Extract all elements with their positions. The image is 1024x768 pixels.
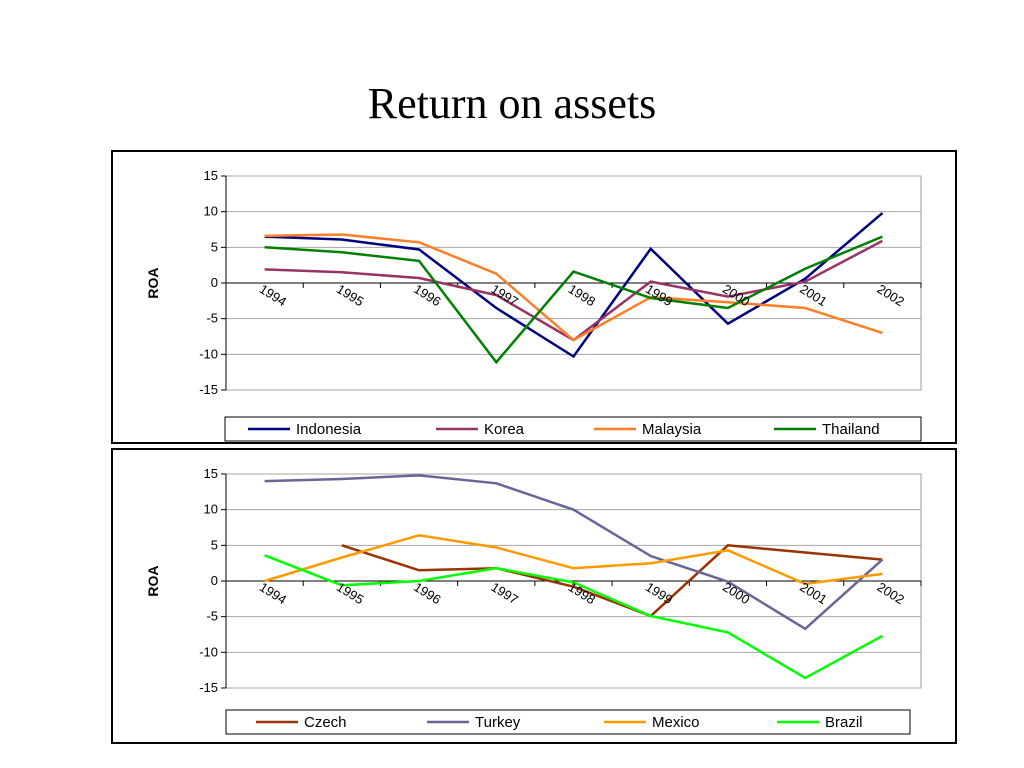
y-axis-label: ROA <box>145 565 161 596</box>
y-tick-label: -5 <box>206 311 218 326</box>
legend-label-malaysia: Malaysia <box>642 421 702 438</box>
x-tick-label: 2001 <box>797 281 829 309</box>
legend-label-czech: Czech <box>304 714 347 731</box>
legend-label-mexico: Mexico <box>652 714 700 731</box>
x-tick-label: 2000 <box>720 579 752 607</box>
slide-title: Return on assets <box>367 79 657 128</box>
y-tick-label: 0 <box>211 275 218 290</box>
y-tick-label: 0 <box>211 573 218 588</box>
chart-asia: 15 10 5 0 -5 -10 -15 ROA 1994 1995 1996 1997 1998 199… <box>111 150 957 444</box>
x-tick-label: 1994 <box>257 281 289 309</box>
y-tick-label: -5 <box>206 609 218 624</box>
x-tick-label: 1998 <box>566 579 598 607</box>
x-tick-label: 1995 <box>334 281 366 309</box>
series-line-turkey <box>264 474 884 631</box>
series-line-thailand <box>264 235 883 365</box>
x-tick-label: 2001 <box>797 579 829 607</box>
legend-label-brazil: Brazil <box>825 714 863 731</box>
chart-other: 15 10 5 0 -5 -10 -15 ROA 1994 1995 1996 1997 1998 199… <box>111 448 957 744</box>
y-axis-label: ROA <box>145 267 161 298</box>
x-tick-label: 1997 <box>488 579 520 607</box>
y-tick-label: 5 <box>211 537 218 552</box>
y-tick-label: 5 <box>211 239 218 254</box>
y-tick-label: -10 <box>199 644 218 659</box>
legend-label-indonesia: Indonesia <box>296 421 362 438</box>
x-tick-label: 2002 <box>875 579 907 607</box>
x-tick-label: 1994 <box>257 579 289 607</box>
legend-label-turkey: Turkey <box>475 714 521 731</box>
legend-label-korea: Korea <box>484 421 525 438</box>
series-line-czech <box>341 544 883 618</box>
y-tick-label: 15 <box>204 168 218 183</box>
y-tick-label: -10 <box>199 346 218 361</box>
y-tick-label: 10 <box>204 204 218 219</box>
y-tick-label: -15 <box>199 680 218 695</box>
x-tick-label: 1999 <box>643 579 675 607</box>
x-tick-label: 2002 <box>875 281 907 309</box>
y-tick-label: 15 <box>204 466 218 481</box>
series-line-indonesia <box>264 212 884 359</box>
y-tick-label: 10 <box>204 502 218 517</box>
legend-label-thailand: Thailand <box>822 421 880 438</box>
series-line-mexico <box>264 534 883 586</box>
x-tick-label: 1996 <box>411 579 443 607</box>
series-line-malaysia <box>264 233 883 342</box>
x-tick-label: 1998 <box>566 281 598 309</box>
series-line-brazil <box>264 554 883 680</box>
y-tick-label: -15 <box>199 382 218 397</box>
